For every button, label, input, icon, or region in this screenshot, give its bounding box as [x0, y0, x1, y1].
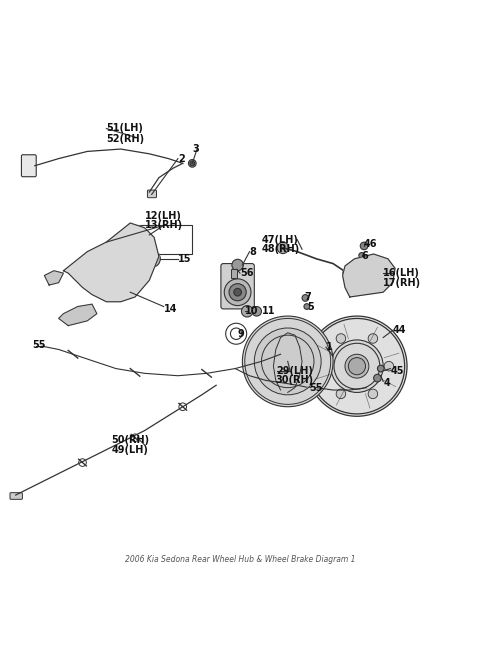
- Circle shape: [189, 159, 196, 167]
- Bar: [135, 226, 192, 254]
- Text: 46: 46: [364, 239, 378, 249]
- Polygon shape: [59, 304, 97, 325]
- Bar: [231, 270, 237, 278]
- Text: 14: 14: [164, 304, 177, 314]
- Text: 12(LH): 12(LH): [144, 211, 181, 221]
- Circle shape: [336, 334, 346, 343]
- Text: 48(RH): 48(RH): [262, 244, 300, 255]
- Circle shape: [348, 358, 365, 375]
- Text: 30(RH): 30(RH): [276, 375, 314, 386]
- Circle shape: [277, 242, 288, 254]
- Text: 29(LH): 29(LH): [276, 366, 312, 376]
- Circle shape: [368, 389, 378, 399]
- FancyBboxPatch shape: [147, 190, 156, 197]
- Circle shape: [190, 161, 195, 166]
- Text: 52(RH): 52(RH): [107, 134, 144, 144]
- Circle shape: [320, 361, 330, 371]
- Text: 2006 Kia Sedona Rear Wheel Hub & Wheel Brake Diagram 1: 2006 Kia Sedona Rear Wheel Hub & Wheel B…: [125, 555, 355, 564]
- Circle shape: [254, 328, 321, 395]
- FancyBboxPatch shape: [221, 264, 254, 309]
- Text: 5: 5: [307, 302, 313, 312]
- Text: 17(RH): 17(RH): [383, 277, 421, 288]
- Text: 56: 56: [240, 268, 253, 278]
- Circle shape: [143, 250, 160, 268]
- Text: 11: 11: [262, 306, 275, 316]
- Text: 2: 2: [178, 154, 185, 163]
- Circle shape: [360, 242, 368, 250]
- Text: 13(RH): 13(RH): [144, 220, 183, 230]
- Circle shape: [224, 279, 251, 306]
- Circle shape: [307, 316, 407, 417]
- FancyBboxPatch shape: [22, 155, 36, 176]
- Text: 55: 55: [309, 382, 323, 393]
- Polygon shape: [343, 254, 395, 297]
- Circle shape: [384, 361, 394, 371]
- Circle shape: [336, 389, 346, 399]
- Text: 44: 44: [393, 325, 406, 335]
- Text: 8: 8: [250, 247, 256, 256]
- Text: 51(LH): 51(LH): [107, 123, 143, 133]
- Circle shape: [234, 289, 241, 296]
- Circle shape: [331, 340, 383, 392]
- Text: 16(LH): 16(LH): [383, 268, 420, 278]
- Circle shape: [241, 306, 253, 317]
- Text: 10: 10: [245, 306, 258, 316]
- Text: 7: 7: [304, 292, 311, 302]
- Circle shape: [377, 365, 384, 372]
- Text: 9: 9: [238, 329, 244, 338]
- Text: 55: 55: [33, 340, 46, 350]
- Text: 47(LH): 47(LH): [262, 235, 299, 245]
- Circle shape: [232, 259, 243, 271]
- Text: 1: 1: [326, 342, 333, 352]
- Circle shape: [358, 267, 375, 284]
- Circle shape: [362, 271, 371, 280]
- Polygon shape: [63, 223, 159, 302]
- Circle shape: [373, 375, 381, 382]
- Circle shape: [327, 354, 333, 359]
- Circle shape: [304, 304, 310, 310]
- Text: 15: 15: [178, 254, 192, 264]
- Circle shape: [229, 283, 246, 301]
- Text: 50(RH): 50(RH): [111, 435, 149, 445]
- Circle shape: [242, 316, 333, 407]
- Text: 4: 4: [383, 378, 390, 388]
- Text: 49(LH): 49(LH): [111, 445, 148, 455]
- Text: 6: 6: [362, 251, 369, 262]
- Text: 3: 3: [192, 144, 199, 154]
- Circle shape: [345, 354, 369, 378]
- Circle shape: [357, 259, 362, 265]
- Circle shape: [252, 306, 262, 316]
- Circle shape: [359, 253, 364, 258]
- Circle shape: [368, 334, 378, 343]
- Polygon shape: [44, 271, 63, 285]
- Circle shape: [302, 295, 309, 301]
- Text: 45: 45: [390, 366, 404, 376]
- Circle shape: [343, 269, 352, 278]
- Circle shape: [147, 254, 156, 264]
- FancyBboxPatch shape: [10, 493, 23, 499]
